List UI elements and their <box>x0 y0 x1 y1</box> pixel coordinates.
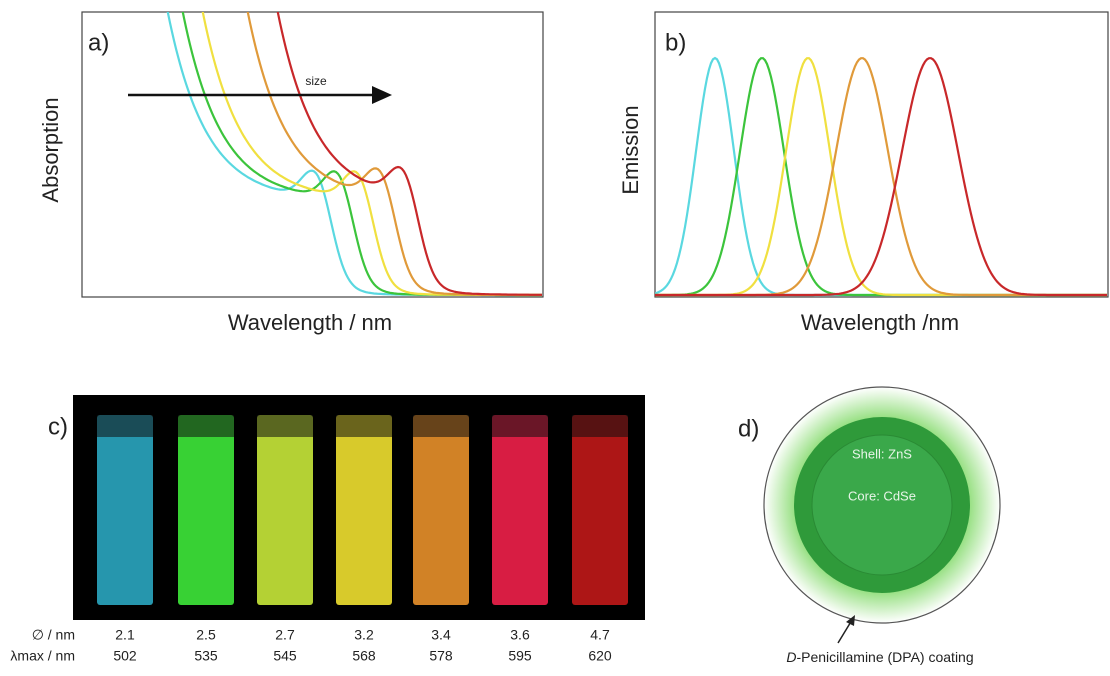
vial <box>572 415 628 605</box>
y-axis-label: Emission <box>618 105 643 194</box>
table-cell: 4.7 <box>590 627 610 643</box>
table-cell: 2.7 <box>275 627 295 643</box>
emission-curve <box>655 57 1107 297</box>
core-label: Core: CdSe <box>848 488 916 503</box>
table-cell: 568 <box>352 648 376 664</box>
panel-label: d) <box>738 415 759 442</box>
x-axis-label: Wavelength / nm <box>228 310 392 335</box>
absorption-curves <box>166 12 542 297</box>
pointer-head <box>846 615 855 626</box>
absorption-curve <box>246 12 542 296</box>
vial <box>492 415 548 605</box>
y-axis-label: Absorption <box>38 97 63 202</box>
panel-label: b) <box>665 29 686 56</box>
emission-curve <box>655 56 1107 297</box>
vial-cap <box>97 415 153 437</box>
absorption-curve <box>276 12 542 296</box>
emission-curves <box>655 56 1107 297</box>
vial-cap <box>178 415 234 437</box>
vial <box>178 415 234 605</box>
core <box>811 434 953 576</box>
shell-label: Shell: ZnS <box>852 446 912 461</box>
panel-label: c) <box>48 413 68 440</box>
arrow-label: size <box>305 74 327 88</box>
table-cell: 535 <box>194 648 218 664</box>
table-cell: 2.1 <box>115 627 135 643</box>
vial-cap <box>257 415 313 437</box>
vial <box>336 415 392 605</box>
caption-text: -Penicillamine (DPA) coating <box>796 649 973 665</box>
absorption-curve <box>166 12 542 297</box>
row-label: λmax / nm <box>10 648 75 664</box>
table-cell: 595 <box>508 648 532 664</box>
caption: D-Penicillamine (DPA) coating <box>786 649 973 665</box>
caption-italic: D <box>786 649 796 665</box>
vial <box>413 415 469 605</box>
size-table: ∅ / nm 2.1 2.5 2.7 3.2 3.4 3.6 4.7 λmax / nm 502 5… <box>10 627 611 664</box>
vial-cap <box>336 415 392 437</box>
vial <box>257 415 313 605</box>
table-cell: 620 <box>588 648 612 664</box>
vial-cap <box>413 415 469 437</box>
table-cell: 578 <box>429 648 453 664</box>
panel-b-frame <box>654 11 1109 298</box>
emission-curve <box>655 57 1107 297</box>
emission-curve <box>655 57 1107 297</box>
panel-label: a) <box>88 29 109 56</box>
table-cell: 502 <box>113 648 137 664</box>
emission-curve <box>655 57 1107 297</box>
table-cell: 2.5 <box>196 627 216 643</box>
row-label: ∅ / nm <box>32 627 75 643</box>
table-cell: 3.4 <box>431 627 451 643</box>
panel-a-frame <box>81 11 544 298</box>
table-cell: 545 <box>273 648 297 664</box>
x-axis-label: Wavelength /nm <box>801 310 959 335</box>
vials <box>97 415 628 605</box>
arrow-head <box>372 86 392 104</box>
absorption-curve <box>181 12 542 297</box>
vial-cap <box>572 415 628 437</box>
vial-cap <box>492 415 548 437</box>
table-cell: 3.6 <box>510 627 530 643</box>
absorption-curve <box>201 12 542 297</box>
vial <box>97 415 153 605</box>
table-cell: 3.2 <box>354 627 374 643</box>
